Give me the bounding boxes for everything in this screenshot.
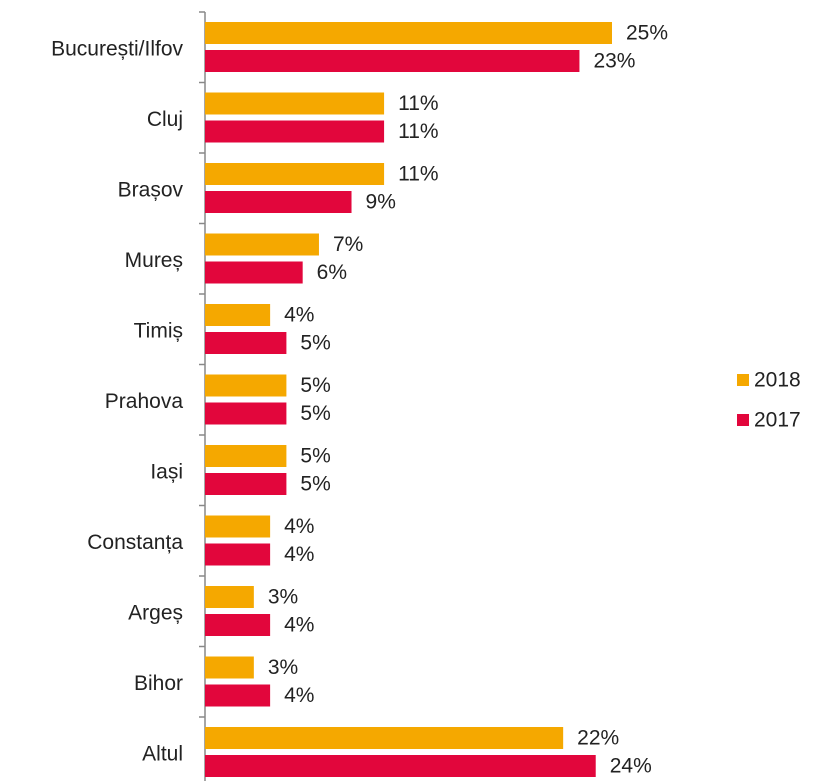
value-label: 4%	[284, 543, 314, 566]
value-label: 5%	[300, 402, 330, 425]
value-label: 4%	[284, 614, 314, 637]
legend-swatch	[737, 414, 749, 426]
bar	[205, 473, 287, 495]
bar	[205, 727, 564, 749]
y-tick-label: Mureș	[125, 249, 183, 272]
value-label: 5%	[300, 473, 330, 496]
value-label: 7%	[333, 233, 363, 256]
bar	[205, 233, 319, 256]
legend-swatch	[737, 374, 749, 386]
y-tick-label: Prahova	[105, 390, 184, 413]
value-label: 5%	[300, 374, 330, 397]
value-label: 3%	[268, 656, 298, 679]
value-label: 9%	[366, 191, 396, 214]
value-label: 6%	[317, 261, 347, 284]
bar	[205, 332, 287, 354]
value-label: 22%	[577, 727, 619, 750]
y-tick-label: Constanța	[87, 531, 183, 554]
bar	[205, 684, 271, 707]
value-label: 11%	[398, 92, 438, 115]
value-label: 25%	[626, 22, 668, 45]
bar	[205, 402, 287, 425]
value-label: 4%	[284, 304, 314, 327]
y-tick-label: Brașov	[118, 179, 184, 202]
value-label: 24%	[610, 755, 652, 778]
bar	[205, 543, 271, 566]
value-label: 23%	[593, 50, 635, 73]
bar	[205, 304, 271, 326]
y-tick-label: București/Ilfov	[51, 38, 183, 61]
bar	[205, 374, 287, 397]
y-tick-label: Bihor	[134, 672, 183, 695]
bar	[205, 755, 596, 777]
y-tick-label: Iași	[150, 461, 183, 484]
bar	[205, 261, 303, 284]
value-label: 4%	[284, 515, 314, 538]
legend-label: 2017	[754, 409, 801, 432]
y-tick-label: Timiș	[134, 320, 183, 343]
bar	[205, 22, 612, 44]
value-label: 3%	[268, 586, 298, 609]
value-label: 11%	[398, 163, 438, 186]
bar	[205, 163, 385, 185]
bar	[205, 515, 271, 538]
value-label: 5%	[300, 332, 330, 355]
bar	[205, 445, 287, 467]
bar	[205, 586, 254, 608]
bar	[205, 656, 254, 679]
legend-label: 2018	[754, 369, 801, 392]
bar	[205, 50, 580, 72]
value-label: 4%	[284, 684, 314, 707]
y-tick-label: Cluj	[147, 108, 183, 131]
bar	[205, 191, 352, 213]
value-label: 11%	[398, 120, 438, 143]
bar	[205, 120, 385, 143]
bar	[205, 614, 271, 636]
y-tick-label: Altul	[142, 743, 183, 766]
bar	[205, 92, 385, 115]
value-label: 5%	[300, 445, 330, 468]
y-tick-label: Argeș	[128, 602, 183, 625]
